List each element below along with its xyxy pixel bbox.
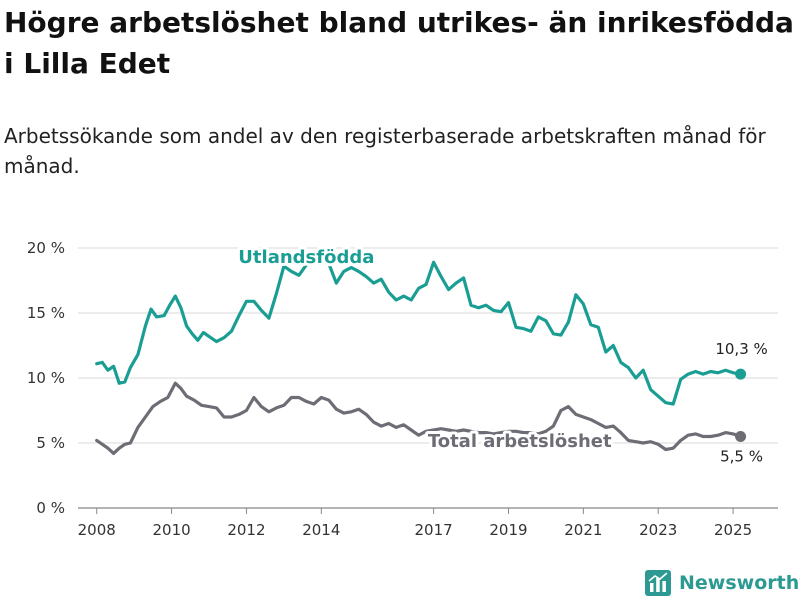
brand-name: Newsworthy <box>679 572 800 594</box>
x-tick-label: 2019 <box>489 521 527 539</box>
x-tick-label: 2010 <box>152 521 190 539</box>
series-label-utlandsfodda: Utlandsfödda <box>238 247 374 268</box>
series-line-utlandsfodda <box>95 256 743 406</box>
x-tick-label: 2021 <box>564 521 602 539</box>
y-axis: 0 % 5 % 10 % 15 % 20 % <box>27 239 65 517</box>
chart-title: Högre arbetslöshet bland utrikes- än inr… <box>4 6 794 80</box>
end-value-label: 5,5 % <box>720 448 763 466</box>
x-tick-label: 2017 <box>415 521 453 539</box>
series-labels: 10,3 %5,5 %UtlandsföddaUtlandsföddaTotal… <box>235 244 767 466</box>
end-value-label: 10,3 % <box>715 340 767 358</box>
x-tick-label: 2008 <box>78 521 116 539</box>
y-tick-label: 5 % <box>36 434 65 452</box>
y-tick-label: 15 % <box>27 304 65 322</box>
y-tick-label: 0 % <box>36 499 65 517</box>
x-tick-label: 2025 <box>714 521 752 539</box>
x-axis: 2008 2010 2012 2014 2017 2019 2021 2023 2025 <box>78 508 752 539</box>
series-lines <box>95 256 747 455</box>
series-end-marker-utlandsfodda <box>735 368 747 380</box>
y-tick-label: 10 % <box>27 369 65 387</box>
series-label-halo: Utlandsfödda <box>238 247 374 268</box>
series-line-total-arbetsloshet <box>95 381 743 455</box>
newsworthy-brand: Newsworthy <box>645 568 800 598</box>
chart-subtitle: Arbetssökande som andel av den registerb… <box>4 124 766 178</box>
x-tick-label: 2023 <box>639 521 677 539</box>
series-label-total-arbetsloshet: Total arbetslöshet <box>428 431 612 452</box>
y-tick-label: 20 % <box>27 239 65 257</box>
grid-lines <box>78 247 778 509</box>
bar-chart-logo-icon <box>645 570 671 596</box>
series-end-marker-total-arbetsloshet <box>735 431 747 442</box>
series-label-halo: Total arbetslöshet <box>428 431 612 452</box>
x-tick-label: 2012 <box>227 521 265 539</box>
x-tick-label: 2014 <box>302 521 340 539</box>
